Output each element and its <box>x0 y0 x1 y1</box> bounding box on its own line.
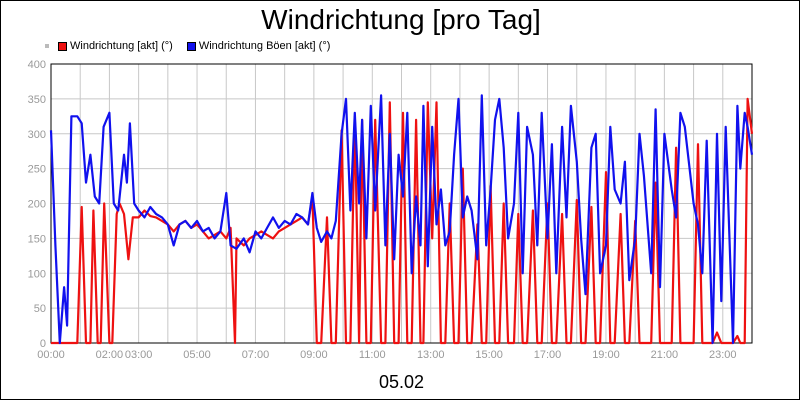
y-tick-label: 0 <box>40 338 46 350</box>
y-tick-label: 150 <box>28 233 46 245</box>
y-tick-label: 400 <box>28 59 46 71</box>
legend-item-direction: Windrichtung [akt] (°) <box>58 40 173 52</box>
x-tick-label: 05:00 <box>183 349 211 361</box>
y-tick-label: 350 <box>28 94 46 106</box>
y-tick-label: 200 <box>28 199 46 211</box>
x-tick-label: 09:00 <box>300 349 328 361</box>
x-tick-label: 15:00 <box>475 349 503 361</box>
x-tick-label: 03:00 <box>125 349 153 361</box>
y-tick-label: 250 <box>28 164 46 176</box>
legend: Windrichtung [akt] (°) Windrichtung Böen… <box>45 39 344 53</box>
x-tick-label: 19:00 <box>592 349 620 361</box>
plot-area-border <box>50 63 753 344</box>
legend-dot-icon <box>45 44 49 48</box>
x-tick-label: 00:00 <box>37 349 65 361</box>
legend-label-direction: Windrichtung [akt] (°) <box>70 40 173 52</box>
legend-item-gust-direction: Windrichtung Böen [akt] (°) <box>186 40 331 52</box>
y-tick-label: 300 <box>28 129 46 141</box>
x-tick-label: 23:00 <box>709 349 737 361</box>
legend-swatch-red-icon <box>58 41 67 51</box>
x-tick-label: 13:00 <box>417 349 445 361</box>
x-tick-label: 07:00 <box>242 349 270 361</box>
legend-swatch-blue-icon <box>186 41 196 51</box>
x-tick-label: 21:00 <box>651 349 679 361</box>
chart-title: Windrichtung [pro Tag] <box>261 4 541 35</box>
y-tick-label: 100 <box>28 268 46 280</box>
x-tick-label: 17:00 <box>534 349 562 361</box>
legend-label-gust-direction: Windrichtung Böen [akt] (°) <box>198 40 331 52</box>
x-tick-label: 02:00 <box>96 349 124 361</box>
x-tick-label: 11:00 <box>359 349 386 361</box>
date-label: 05.02 <box>379 372 424 392</box>
y-tick-label: 50 <box>34 303 46 315</box>
series-line-gust-direction <box>49 94 754 345</box>
